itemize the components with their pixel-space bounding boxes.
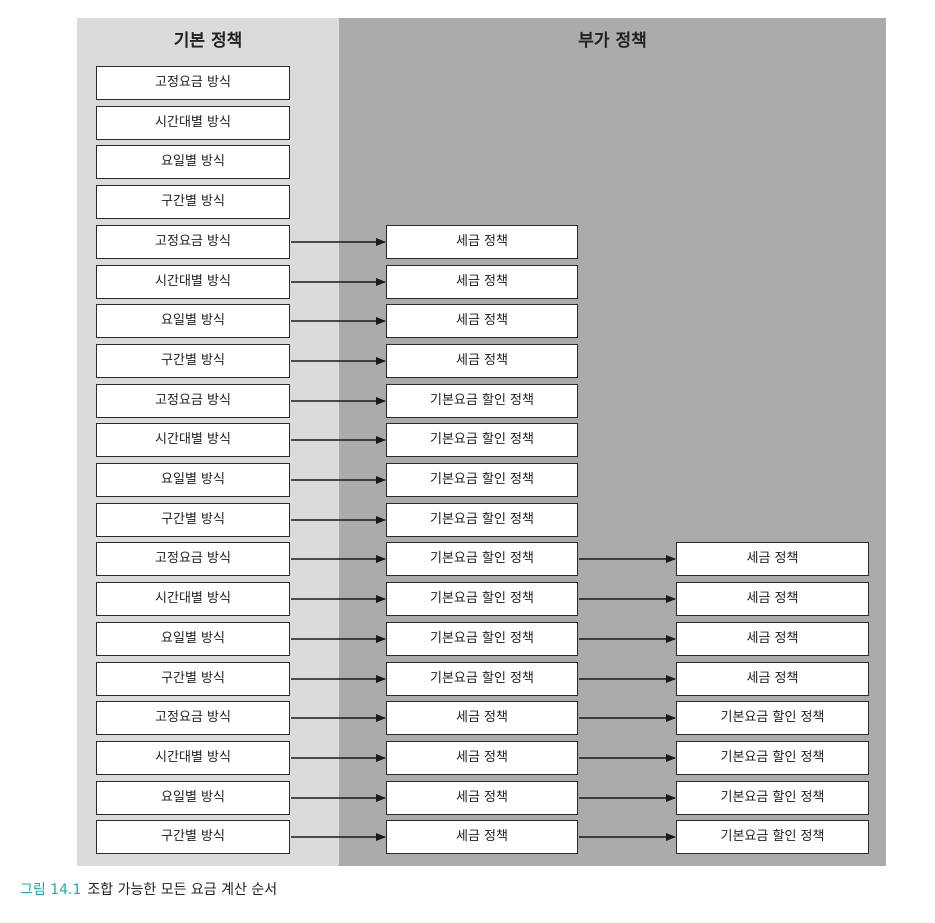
first-additional-policy-box: 세금 정책	[386, 344, 578, 378]
basic-policy-box: 고정요금 방식	[96, 384, 290, 418]
basic-policy-box: 고정요금 방식	[96, 701, 290, 735]
figure-number: 그림 14.1	[20, 882, 82, 898]
first-additional-policy-box: 세금 정책	[386, 701, 578, 735]
second-additional-policy-box: 세금 정책	[676, 622, 869, 656]
first-additional-policy-box: 기본요금 할인 정책	[386, 622, 578, 656]
first-additional-policy-box: 세금 정책	[386, 781, 578, 815]
basic-policy-box: 요일별 방식	[96, 304, 290, 338]
first-additional-policy-box: 기본요금 할인 정책	[386, 423, 578, 457]
basic-policy-box: 구간별 방식	[96, 344, 290, 378]
second-additional-policy-box: 세금 정책	[676, 662, 869, 696]
first-additional-policy-box: 세금 정책	[386, 741, 578, 775]
first-additional-policy-box: 기본요금 할인 정책	[386, 503, 578, 537]
basic-policy-box: 요일별 방식	[96, 622, 290, 656]
basic-policy-box: 고정요금 방식	[96, 66, 290, 100]
basic-policy-box: 요일별 방식	[96, 463, 290, 497]
basic-policy-title: 기본 정책	[173, 31, 243, 51]
basic-policy-box: 시간대별 방식	[96, 106, 290, 140]
second-additional-policy-box: 기본요금 할인 정책	[676, 820, 869, 854]
first-additional-policy-box: 세금 정책	[386, 304, 578, 338]
basic-policy-box: 시간대별 방식	[96, 265, 290, 299]
first-additional-policy-box: 세금 정책	[386, 225, 578, 259]
additional-policy-title: 부가 정책	[578, 31, 647, 51]
basic-policy-box: 구간별 방식	[96, 820, 290, 854]
basic-policy-box: 구간별 방식	[96, 662, 290, 696]
second-additional-policy-box: 세금 정책	[676, 542, 869, 576]
basic-policy-box: 요일별 방식	[96, 781, 290, 815]
second-additional-policy-box: 세금 정책	[676, 582, 869, 616]
basic-policy-box: 구간별 방식	[96, 503, 290, 537]
first-additional-policy-box: 세금 정책	[386, 265, 578, 299]
second-additional-policy-box: 기본요금 할인 정책	[676, 741, 869, 775]
basic-policy-box: 고정요금 방식	[96, 225, 290, 259]
first-additional-policy-box: 기본요금 할인 정책	[386, 662, 578, 696]
second-additional-policy-box: 기본요금 할인 정책	[676, 781, 869, 815]
basic-policy-box: 구간별 방식	[96, 185, 290, 219]
figure-caption: 그림 14.1 조합 가능한 모든 요금 계산 순서	[20, 878, 277, 902]
basic-policy-box: 시간대별 방식	[96, 741, 290, 775]
first-additional-policy-box: 기본요금 할인 정책	[386, 384, 578, 418]
basic-policy-box: 시간대별 방식	[96, 582, 290, 616]
first-additional-policy-box: 세금 정책	[386, 820, 578, 854]
first-additional-policy-box: 기본요금 할인 정책	[386, 542, 578, 576]
basic-policy-box: 요일별 방식	[96, 145, 290, 179]
figure-caption-text: 조합 가능한 모든 요금 계산 순서	[87, 882, 278, 898]
second-additional-policy-box: 기본요금 할인 정책	[676, 701, 869, 735]
first-additional-policy-box: 기본요금 할인 정책	[386, 463, 578, 497]
first-additional-policy-box: 기본요금 할인 정책	[386, 582, 578, 616]
basic-policy-box: 고정요금 방식	[96, 542, 290, 576]
basic-policy-box: 시간대별 방식	[96, 423, 290, 457]
